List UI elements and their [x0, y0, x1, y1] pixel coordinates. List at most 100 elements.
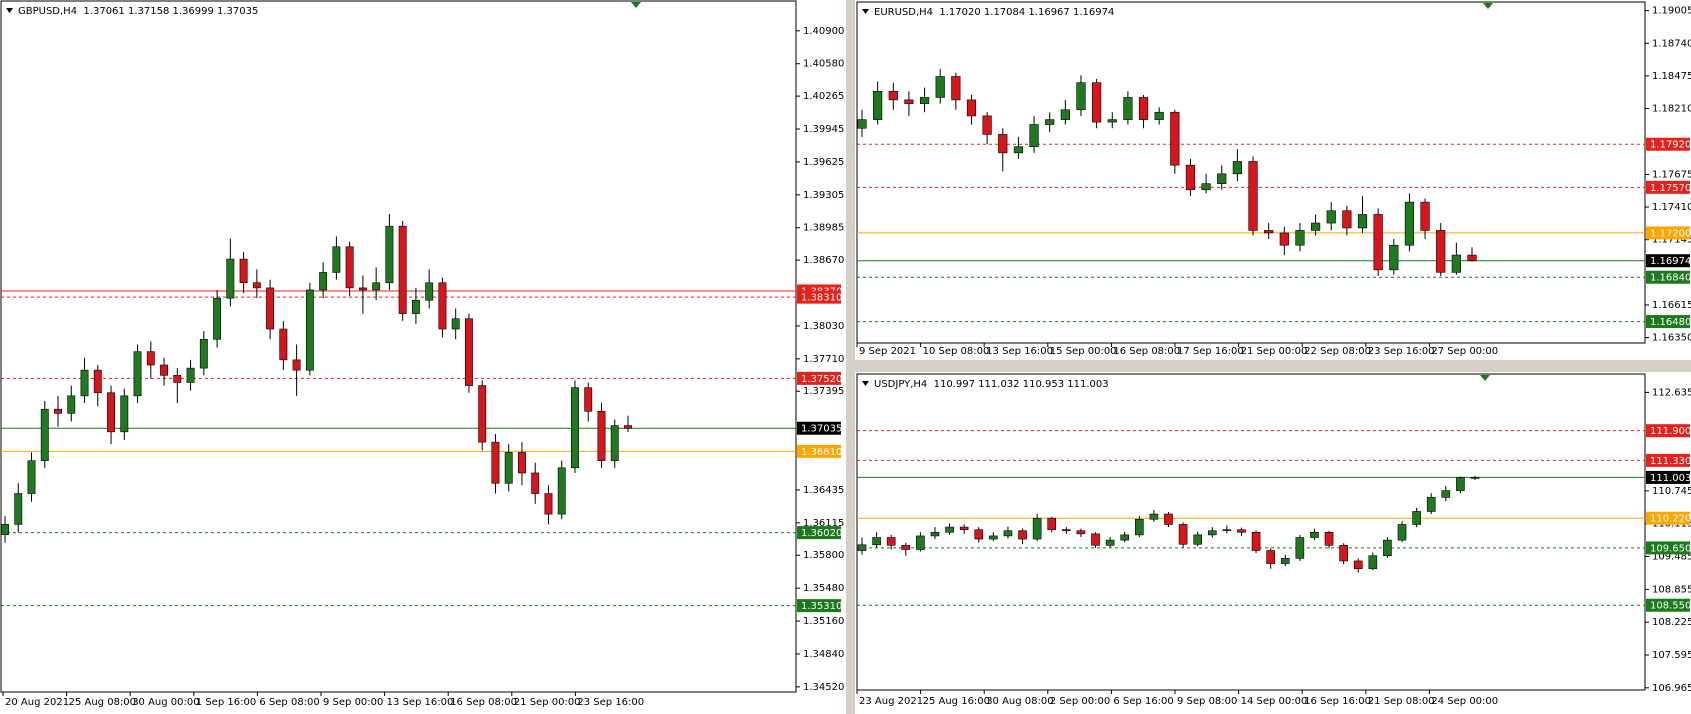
price-level-tag — [797, 371, 841, 385]
candle-body — [239, 258, 248, 284]
y-tick-label: 1.40900 — [803, 26, 844, 37]
candle-body — [998, 134, 1008, 154]
price-level-label: 1.16974 — [1650, 256, 1691, 267]
y-tick-label: 1.39305 — [803, 190, 844, 201]
candle-body — [464, 318, 473, 386]
candle-body — [67, 395, 76, 414]
y-tick-label: 108.225 — [1652, 617, 1691, 628]
candle-body — [279, 328, 288, 361]
candle-body — [226, 258, 235, 299]
x-tick-label: 21 Sep 08:00 — [1368, 696, 1435, 707]
y-tick-label: 106.965 — [1652, 683, 1691, 694]
shift-marker — [631, 2, 641, 8]
candle-body — [919, 97, 930, 104]
candle-body — [1467, 254, 1477, 262]
price-level-label: 1.16480 — [1650, 317, 1691, 328]
candle-body — [1383, 539, 1392, 557]
candle-body — [1134, 518, 1144, 536]
candle-body — [1107, 119, 1117, 123]
candle-body — [1029, 124, 1039, 148]
x-tick-label: 30 Aug 08:00 — [986, 696, 1053, 707]
candle-body — [358, 287, 367, 291]
candle-body — [385, 225, 394, 284]
price-level-label: 1.37520 — [801, 374, 842, 385]
header-icon — [862, 381, 869, 386]
candle-body — [888, 90, 898, 101]
candle-body — [966, 99, 977, 117]
y-tick-label: 1.38030 — [803, 321, 844, 332]
x-tick-label: 15 Sep 00:00 — [1050, 346, 1117, 357]
candle-body — [571, 387, 579, 469]
candle-body — [1060, 109, 1070, 120]
candle-body — [1105, 539, 1115, 546]
candle-body — [974, 529, 984, 540]
price-level-tag — [1646, 598, 1690, 612]
candle-body — [610, 425, 619, 461]
shift-marker — [1483, 3, 1493, 9]
candle-body — [1013, 146, 1024, 154]
x-tick-label: 24 Sep 00:00 — [1431, 696, 1498, 707]
splitter-vertical[interactable] — [846, 0, 855, 714]
candle-body — [1441, 490, 1451, 498]
candle-body — [1451, 254, 1461, 273]
y-tick-label: 109.485 — [1652, 552, 1691, 563]
price-level-label: 1.38310 — [801, 293, 842, 304]
x-tick-label: 22 Sep 08:00 — [1304, 346, 1371, 357]
y-tick-label: 1.16615 — [1652, 300, 1691, 311]
candle-body — [425, 282, 434, 301]
header-icon — [862, 9, 869, 14]
candle-body — [1076, 82, 1086, 111]
candle-body — [411, 299, 420, 314]
x-tick-label: 9 Sep 2021 — [859, 346, 916, 357]
candle-body — [1251, 531, 1261, 551]
y-tick-label: 107.595 — [1652, 650, 1691, 661]
x-tick-label: 25 Aug 16:00 — [923, 696, 990, 707]
y-tick-label: 1.18475 — [1652, 71, 1691, 82]
x-tick-label: 23 Sep 16:00 — [1368, 346, 1435, 357]
candle-body — [982, 115, 992, 135]
candle-body — [597, 410, 606, 461]
x-tick-label: 16 Sep 16:00 — [1304, 696, 1371, 707]
candle-body — [80, 369, 89, 397]
y-tick-label: 1.19005 — [1652, 6, 1691, 17]
y-tick-label: 1.39625 — [803, 157, 844, 168]
candle-body — [1295, 537, 1305, 559]
candle-body — [1, 524, 9, 535]
candle-body — [292, 359, 301, 371]
price-level-tag — [797, 599, 841, 613]
splitter-horizontal[interactable] — [855, 360, 1691, 372]
candle-body — [1076, 530, 1086, 535]
candle-body — [1357, 214, 1368, 229]
x-tick-label: 14 Sep 00:00 — [1241, 696, 1308, 707]
x-tick-label: 20 Aug 2021 — [5, 697, 69, 708]
y-tick-label: 110.745 — [1652, 486, 1691, 497]
x-tick-label: 9 Sep 08:00 — [1177, 696, 1237, 707]
y-tick-label: 1.35480 — [803, 583, 844, 594]
y-tick-label: 1.16350 — [1652, 333, 1691, 344]
candle-body — [478, 385, 487, 443]
y-tick-label: 1.35800 — [803, 550, 844, 561]
candle-body — [1368, 555, 1378, 570]
candle-body — [1193, 534, 1203, 545]
price-level-tag — [1646, 424, 1690, 438]
candle-body — [1266, 550, 1275, 564]
candle-body — [872, 537, 881, 546]
candle-body — [857, 544, 867, 551]
price-level-tag — [1646, 315, 1690, 329]
price-level-tag — [1646, 541, 1690, 555]
candle-body — [886, 537, 896, 546]
candle-body — [873, 90, 883, 120]
candle-body — [584, 387, 593, 412]
price-level-label: 1.36810 — [801, 447, 842, 458]
candle-body — [1353, 560, 1363, 570]
candle-body — [1324, 531, 1334, 546]
price-level-label: 111.900 — [1650, 426, 1691, 437]
x-tick-label: 16 Sep 08:00 — [1113, 346, 1180, 357]
price-level-tag — [1646, 270, 1690, 284]
candle-body — [1207, 530, 1217, 536]
candle-body — [1003, 530, 1013, 537]
price-level-label: 1.35310 — [801, 601, 842, 612]
candle-body — [1170, 111, 1180, 166]
shift-marker — [1480, 375, 1490, 381]
